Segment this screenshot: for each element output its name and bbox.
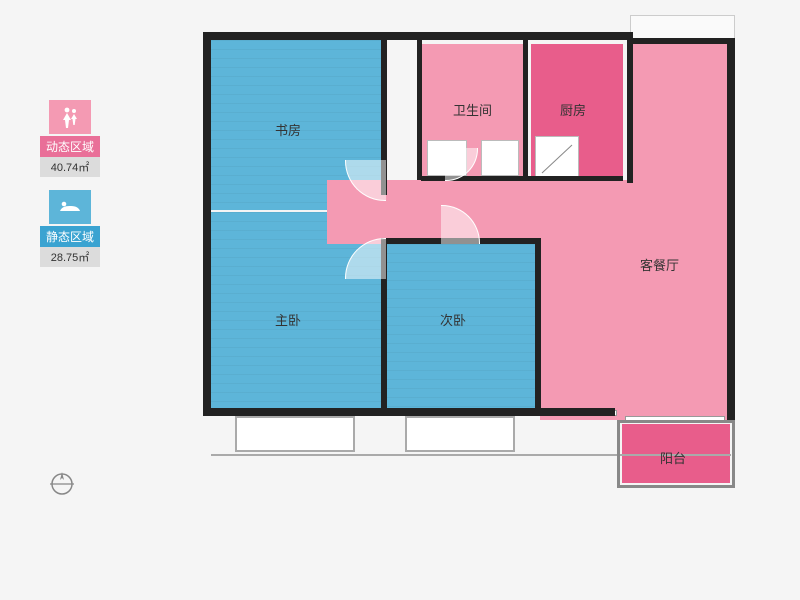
rest-icon (49, 190, 91, 224)
wall-bath-right (523, 40, 528, 180)
wall-right (727, 38, 735, 420)
floor-plan-canvas: 动态区域 40.74㎡ 静态区域 28.75㎡ (0, 0, 800, 600)
label-master: 主卧 (275, 310, 301, 329)
legend-static-value: 28.75㎡ (40, 247, 100, 267)
floor-plan: 书房 主卧 次卧 卫生间 厨房 客餐厅 阳台 (195, 30, 735, 510)
wall-bottom-inner (203, 408, 615, 416)
balcony-wall-left (617, 420, 620, 488)
wall-mid-right-upper (627, 38, 633, 183)
legend-dynamic: 动态区域 40.74㎡ (40, 100, 100, 177)
wall-left (203, 32, 211, 414)
balcony-wall-top (617, 420, 735, 423)
people-icon (49, 100, 91, 134)
label-living: 客餐厅 (640, 255, 679, 274)
fixture-kitchen (535, 136, 579, 178)
label-balcony: 阳台 (660, 448, 686, 467)
label-second: 次卧 (440, 310, 466, 329)
ground-line (211, 454, 731, 456)
label-study: 书房 (275, 120, 301, 139)
wall-second-right (535, 238, 541, 414)
room-living-top (627, 44, 728, 180)
legend-dynamic-title: 动态区域 (40, 136, 100, 157)
legend-dynamic-value: 40.74㎡ (40, 157, 100, 177)
compass-icon (48, 470, 76, 498)
balcony-wall-bottom (617, 485, 735, 488)
label-bath: 卫生间 (453, 100, 492, 119)
label-kitchen: 厨房 (560, 100, 586, 119)
legend-static: 静态区域 28.75㎡ (40, 190, 100, 267)
room-living (540, 180, 730, 420)
balcony-wall-right (732, 420, 735, 488)
notch-top-right (630, 15, 735, 40)
fixture-bath-2 (481, 140, 519, 176)
sill-master (235, 416, 355, 452)
wall-top-right (627, 38, 732, 44)
sill-second (405, 416, 515, 452)
legend-static-title: 静态区域 (40, 226, 100, 247)
wall-top (203, 32, 633, 40)
wall-bath-left (417, 40, 422, 180)
